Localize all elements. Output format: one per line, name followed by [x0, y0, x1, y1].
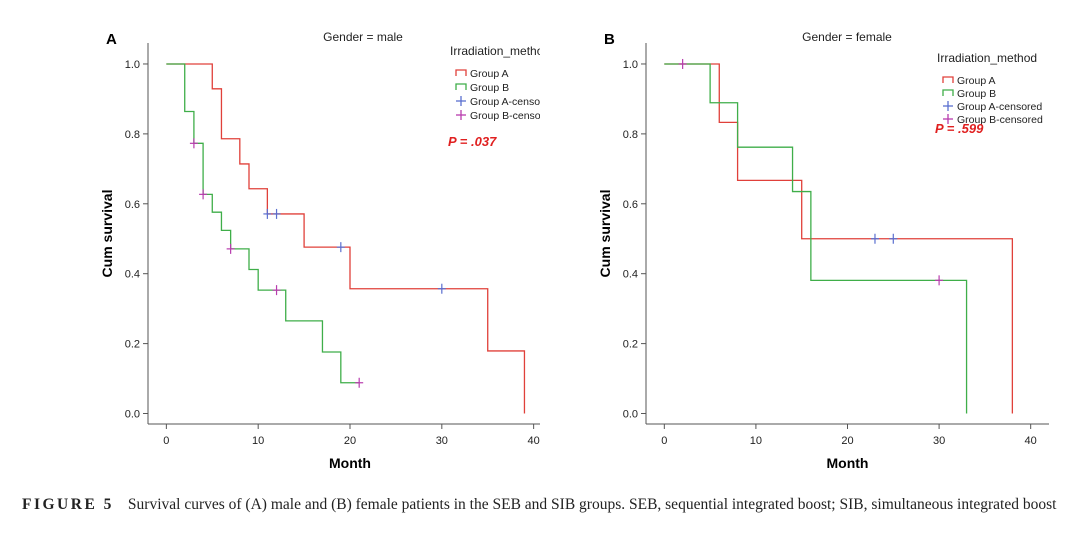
- series-line-group-b: [166, 63, 360, 384]
- censor-mark-group-a: [336, 242, 345, 253]
- x-tick-label: 20: [841, 435, 853, 447]
- y-tick-label: 0.6: [623, 199, 638, 211]
- legend-label: Group A-censored: [957, 101, 1042, 113]
- censor-mark-group-b: [226, 243, 235, 254]
- y-tick-label: 1.0: [623, 59, 638, 71]
- x-axis-label: Month: [329, 455, 371, 471]
- legend-item: Group A: [942, 75, 996, 87]
- y-tick-label: 0.0: [623, 409, 638, 421]
- legend-swatch: [942, 89, 954, 96]
- figure-label: FIGURE 5: [22, 496, 114, 513]
- x-tick-label: 30: [933, 435, 945, 447]
- figure-caption: FIGURE 5 Survival curves of (A) male and …: [22, 493, 1067, 517]
- legend-item: Group A-censored: [456, 96, 540, 108]
- y-axis-label: Cum survival: [99, 190, 115, 278]
- legend-item: Group B-censored: [456, 110, 540, 122]
- x-tick-label: 30: [436, 435, 448, 447]
- y-tick-label: 0.4: [125, 269, 140, 281]
- legend-swatch: [942, 76, 954, 83]
- legend-title: Irradiation_method: [937, 51, 1037, 65]
- censor-mark-group-b: [189, 138, 198, 149]
- legend-swatch: [455, 83, 467, 90]
- legend-label: Group A: [470, 68, 509, 80]
- censor-mark-group-a: [272, 208, 281, 219]
- legend-item: Group A-censored: [943, 101, 1042, 113]
- censor-mark-group-b: [935, 275, 944, 286]
- y-tick-label: 0.2: [623, 339, 638, 351]
- censor-mark-group-b: [355, 377, 364, 388]
- y-tick-label: 0.8: [623, 129, 638, 141]
- x-tick-label: 10: [252, 435, 264, 447]
- series-line-group-a: [166, 63, 526, 414]
- y-tick-label: 1.0: [125, 59, 140, 71]
- censor-mark-group-a: [889, 233, 898, 244]
- x-tick-label: 0: [661, 435, 667, 447]
- legend-item: Group B: [455, 82, 509, 94]
- series-line-group-b: [664, 63, 968, 414]
- legend-item: Group A: [455, 68, 509, 80]
- censor-mark-group-a: [263, 208, 272, 219]
- y-tick-label: 0.6: [125, 199, 140, 211]
- figure-caption-text: Survival curves of (A) male and (B) fema…: [127, 496, 1057, 513]
- series-line-group-a: [664, 63, 1014, 414]
- legend-label: Group A-censored: [470, 96, 540, 108]
- chart-panel-a: 0.0 0.2 0.4 0.6 0.8 1.0 0 10 20 30 40 Month Cum surv…: [99, 30, 540, 471]
- p-value-label: P = .599: [935, 121, 984, 136]
- y-tick-label: 0.0: [125, 409, 140, 421]
- legend-label: Group B-censored: [470, 110, 540, 122]
- legend-title: Irradiation_method: [450, 44, 540, 58]
- censor-mark-group-b: [272, 285, 281, 296]
- y-tick-label: 0.2: [125, 339, 140, 351]
- legend-swatch: [455, 69, 467, 76]
- p-value-label: P = .037: [448, 134, 497, 149]
- censor-mark-group-a: [870, 233, 879, 244]
- panel-label: A: [106, 31, 117, 48]
- legend-label: Group B-censored: [957, 114, 1043, 126]
- chart-title: Gender = female: [802, 30, 892, 44]
- legend-label: Group B: [470, 82, 509, 94]
- censor-mark-group-a: [437, 283, 446, 294]
- legend-label: Group B: [957, 88, 996, 100]
- legend-item: Group B-censored: [943, 114, 1043, 126]
- censor-mark-group-b: [678, 58, 687, 69]
- x-tick-label: 40: [1025, 435, 1037, 447]
- x-axis-label: Month: [827, 455, 869, 471]
- x-tick-label: 40: [528, 435, 540, 447]
- panel-label: B: [604, 31, 615, 48]
- y-tick-label: 0.4: [623, 269, 638, 281]
- x-tick-label: 20: [344, 435, 356, 447]
- x-tick-label: 0: [163, 435, 169, 447]
- legend-item: Group B: [942, 88, 996, 100]
- censor-mark-group-b: [199, 189, 208, 200]
- chart-title: Gender = male: [323, 30, 403, 44]
- chart-panel-b: 0.0 0.2 0.4 0.6 0.8 1.0 0 10 20 30 40 Month Cum surv…: [597, 30, 1049, 471]
- legend-label: Group A: [957, 75, 996, 87]
- y-tick-label: 0.8: [125, 129, 140, 141]
- x-tick-label: 10: [750, 435, 762, 447]
- y-axis-label: Cum survival: [597, 190, 613, 278]
